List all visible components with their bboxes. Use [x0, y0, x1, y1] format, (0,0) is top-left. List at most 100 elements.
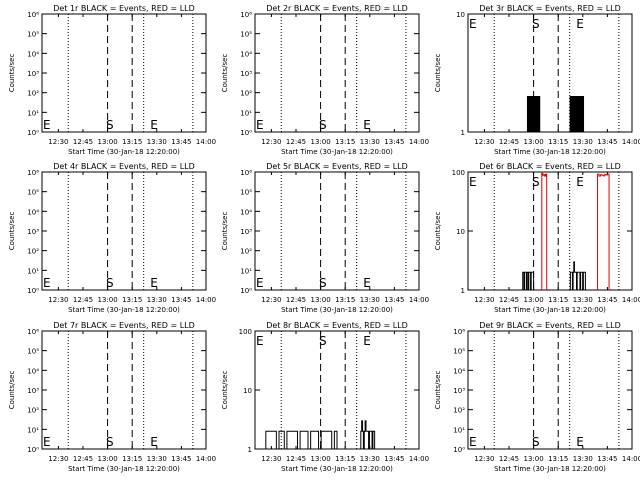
- lld-trace: [541, 172, 548, 290]
- y-tick-label: 10⁶: [453, 328, 465, 336]
- x-tick-label: 13:15: [122, 138, 142, 146]
- events-trace: [522, 271, 535, 291]
- y-axis-label: Counts/sec: [8, 371, 16, 410]
- y-tick-label: 10⁰: [240, 129, 252, 137]
- y-tick-label: 100: [452, 169, 465, 177]
- y-tick-label: 10³: [240, 70, 252, 78]
- x-axis-label: Start Time (30-Jan-18 12:20:00): [68, 465, 180, 473]
- y-tick-label: 10²: [27, 90, 39, 98]
- y-axis-label: Counts/sec: [434, 371, 442, 410]
- x-tick-label: 13:15: [548, 455, 568, 463]
- x-tick-label: 13:15: [548, 296, 568, 304]
- det-panel: Det 9r BLACK = Events, RED = LLD 12:30 12:…: [434, 321, 640, 473]
- event-marker-e2: E: [363, 276, 371, 290]
- y-axis-label: Counts/sec: [434, 54, 442, 93]
- y-tick-label: 10⁶: [240, 11, 252, 19]
- plot-frame: [41, 13, 207, 133]
- y-tick-label: 10⁴: [240, 50, 252, 58]
- x-tick-label: 13:00: [311, 455, 331, 463]
- x-tick-label: 14:00: [622, 138, 640, 146]
- y-axis-label: Counts/sec: [221, 212, 229, 251]
- panel-title: Det 3r BLACK = Events, RED = LLD: [479, 4, 621, 13]
- x-tick-label: 12:45: [73, 455, 93, 463]
- events-trace: [359, 420, 377, 450]
- x-axis-label: Start Time (30-Jan-18 12:20:00): [494, 465, 606, 473]
- x-tick-label: 13:30: [147, 455, 167, 463]
- y-tick-label: 10⁵: [27, 189, 39, 197]
- event-marker-e2: E: [576, 175, 584, 189]
- y-axis-label: Counts/sec: [8, 54, 16, 93]
- x-tick-label: 13:45: [384, 455, 404, 463]
- det-panel: Det 4r BLACK = Events, RED = LLD 12:30 12:…: [8, 162, 216, 314]
- x-tick-label: 13:30: [147, 296, 167, 304]
- x-tick-label: 13:15: [335, 138, 355, 146]
- x-tick-label: 12:45: [499, 138, 519, 146]
- y-tick-label: 10²: [453, 407, 465, 415]
- x-tick-label: 14:00: [622, 455, 640, 463]
- plot-frame: [41, 330, 207, 450]
- y-tick-label: 10⁰: [240, 287, 252, 295]
- event-marker-e2: E: [363, 334, 371, 348]
- event-marker-e2: E: [363, 118, 371, 132]
- events-trace: [569, 261, 587, 291]
- x-tick-label: 13:30: [360, 296, 380, 304]
- x-tick-label: 13:00: [524, 455, 544, 463]
- det-panel: Det 3r BLACK = Events, RED = LLD 12:30 12:…: [434, 4, 640, 156]
- y-tick-label: 10: [456, 11, 465, 19]
- event-marker-e1: E: [43, 435, 51, 449]
- x-tick-label: 12:30: [48, 138, 68, 146]
- event-marker-e1: E: [256, 334, 264, 348]
- x-tick-label: 13:15: [548, 138, 568, 146]
- det-panel: Det 8r BLACK = Events, RED = LLD 12:30 12:…: [221, 321, 429, 473]
- panel-title: Det 9r BLACK = Events, RED = LLD: [479, 321, 621, 330]
- x-axis-label: Start Time (30-Jan-18 12:20:00): [68, 148, 180, 156]
- x-tick-label: 14:00: [409, 138, 429, 146]
- lld-trace: [597, 173, 610, 290]
- y-tick-label: 10¹: [453, 426, 465, 434]
- x-tick-label: 12:30: [474, 138, 494, 146]
- y-tick-label: 10⁰: [27, 287, 39, 295]
- det-panel: Det 7r BLACK = Events, RED = LLD 12:30 12:…: [8, 321, 216, 473]
- y-axis-label: Counts/sec: [221, 54, 229, 93]
- x-tick-label: 13:45: [597, 138, 617, 146]
- x-tick-label: 12:45: [286, 138, 306, 146]
- x-axis-label: Start Time (30-Jan-18 12:20:00): [68, 306, 180, 314]
- event-marker-s: S: [319, 276, 327, 290]
- event-marker-s: S: [532, 175, 540, 189]
- x-tick-label: 12:30: [474, 455, 494, 463]
- event-marker-s: S: [532, 435, 540, 449]
- y-tick-label: 10²: [27, 248, 39, 256]
- x-tick-label: 12:45: [286, 455, 306, 463]
- event-marker-e1: E: [43, 276, 51, 290]
- plot-frame: [254, 13, 420, 133]
- x-tick-label: 13:45: [171, 455, 191, 463]
- x-tick-label: 12:45: [499, 455, 519, 463]
- x-tick-label: 12:30: [48, 296, 68, 304]
- event-marker-e2: E: [150, 435, 158, 449]
- x-tick-label: 13:00: [311, 138, 331, 146]
- det-panel: Det 6r BLACK = Events, RED = LLD 12:30 12:…: [434, 162, 640, 314]
- x-tick-label: 13:15: [122, 455, 142, 463]
- x-tick-label: 12:30: [261, 296, 281, 304]
- events-trace: [569, 95, 585, 133]
- y-axis-label: Counts/sec: [434, 212, 442, 251]
- event-marker-e2: E: [576, 435, 584, 449]
- y-tick-label: 1: [461, 129, 465, 137]
- event-marker-e2: E: [150, 276, 158, 290]
- x-tick-label: 13:30: [573, 138, 593, 146]
- y-tick-label: 10²: [240, 248, 252, 256]
- det-panel: Det 1r BLACK = Events, RED = LLD 12:30 12:…: [8, 4, 216, 156]
- x-tick-label: 14:00: [196, 296, 216, 304]
- event-marker-s: S: [319, 334, 327, 348]
- plot-frame: [467, 13, 633, 133]
- x-axis-label: Start Time (30-Jan-18 12:20:00): [494, 148, 606, 156]
- x-tick-label: 12:45: [73, 138, 93, 146]
- y-tick-label: 10: [456, 228, 465, 236]
- x-tick-label: 12:30: [261, 138, 281, 146]
- x-tick-label: 13:00: [98, 296, 118, 304]
- event-marker-e2: E: [150, 118, 158, 132]
- x-tick-label: 13:30: [360, 455, 380, 463]
- y-tick-label: 100: [239, 328, 252, 336]
- x-axis-label: Start Time (30-Jan-18 12:20:00): [281, 306, 393, 314]
- y-tick-label: 10⁴: [27, 367, 39, 375]
